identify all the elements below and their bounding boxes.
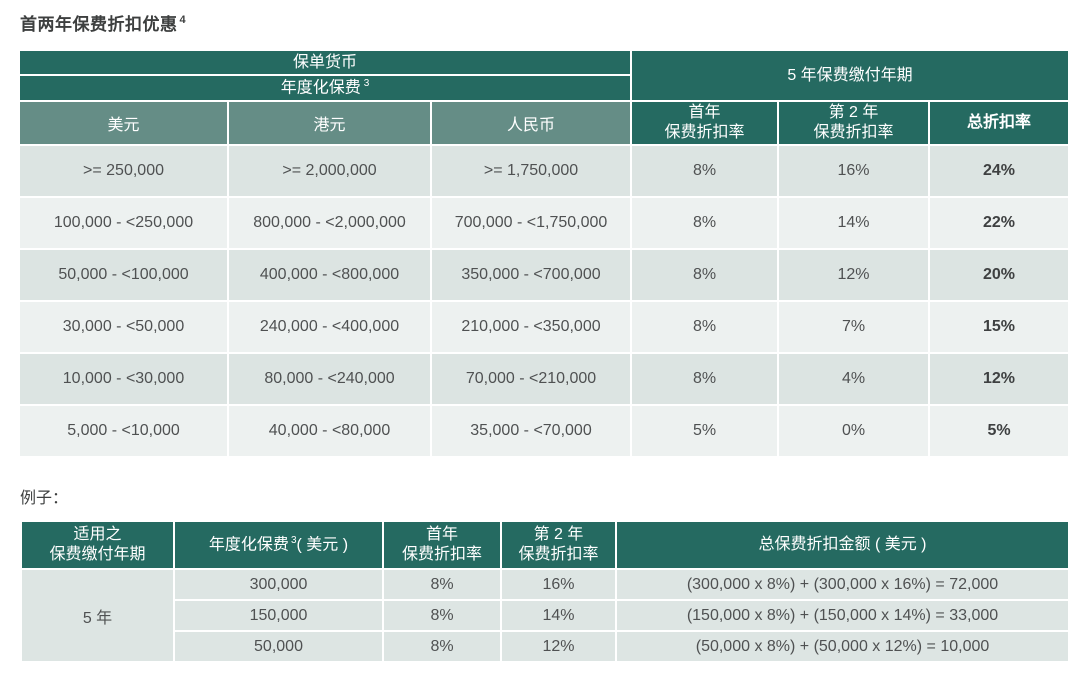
second-year-line1: 第 2 年 xyxy=(828,104,879,121)
year2-rate-cell: 7% xyxy=(777,300,930,354)
example-table: 适用之 保费缴付年期 年度化保费 3( 美元 ) 首年 保费折扣率 第 2 年 保… xyxy=(20,520,1070,663)
year1-rate-cell: 8% xyxy=(630,144,779,198)
applicable-term-line1: 适用之 xyxy=(73,526,122,543)
page-title-text: 首两年保费折扣优惠 xyxy=(20,15,178,34)
year2-rate-cell: 14% xyxy=(500,599,617,632)
rmb-band-cell: 350,000 - <700,000 xyxy=(430,248,632,302)
header-total-discount-amount: 总保费折扣金额 ( 美元 ) xyxy=(615,520,1070,570)
premium-cell: 50,000 xyxy=(173,630,384,663)
header-second-year-discount: 第 2 年 保费折扣率 xyxy=(500,520,617,570)
year1-rate-cell: 8% xyxy=(382,630,502,663)
annualized-premium-footnote-sup: 3 xyxy=(363,77,370,89)
first-year-line1: 首年 xyxy=(425,526,458,543)
second-year-line1: 第 2 年 xyxy=(533,526,584,543)
year2-rate-cell: 4% xyxy=(777,352,930,406)
year1-rate-cell: 8% xyxy=(630,352,779,406)
second-year-line2: 保费折扣率 xyxy=(518,546,599,563)
table-row: 100,000 - <250,000 800,000 - <2,000,000 … xyxy=(18,196,1071,250)
header-currency-rmb: 人民币 xyxy=(430,100,632,146)
header-first-year-discount: 首年 保费折扣率 xyxy=(382,520,502,570)
premium-cell: 150,000 xyxy=(173,599,384,632)
formula-cell: (300,000 x 8%) + (300,000 x 16%) = 72,00… xyxy=(615,568,1070,601)
term-value-cell: 5 年 xyxy=(20,568,175,663)
hkd-band-cell: 240,000 - <400,000 xyxy=(227,300,432,354)
example-label: 例子： xyxy=(20,490,69,507)
total-rate-cell: 22% xyxy=(927,196,1071,250)
year2-rate-cell: 12% xyxy=(777,248,930,302)
premium-suffix: ( 美元 ) xyxy=(296,536,349,554)
hkd-band-cell: 80,000 - <240,000 xyxy=(227,352,432,406)
rmb-band-cell: >= 1,750,000 xyxy=(430,144,632,198)
header-policy-currency: 保单货币 xyxy=(18,49,632,76)
year1-rate-cell: 5% xyxy=(630,404,779,458)
hkd-band-cell: >= 2,000,000 xyxy=(227,144,432,198)
first-year-line2: 保费折扣率 xyxy=(664,124,745,141)
usd-band-cell: 100,000 - <250,000 xyxy=(18,196,229,250)
rmb-band-cell: 700,000 - <1,750,000 xyxy=(430,196,632,250)
usd-band-cell: 30,000 - <50,000 xyxy=(18,300,229,354)
page-title: 首两年保费折扣优惠 4 xyxy=(20,10,1080,35)
table-row: 30,000 - <50,000 240,000 - <400,000 210,… xyxy=(18,300,1071,354)
year2-rate-cell: 14% xyxy=(777,196,930,250)
total-rate-cell: 24% xyxy=(927,144,1071,198)
year2-rate-cell: 0% xyxy=(777,404,930,458)
table-row: 5 年 300,000 8% 16% (300,000 x 8%) + (300… xyxy=(20,568,1070,663)
table-row: 50,000 - <100,000 400,000 - <800,000 350… xyxy=(18,248,1071,302)
table-row: 150,000 8% 14% (150,000 x 8%) + (150,000… xyxy=(21,599,1070,632)
formula-cell: (150,000 x 8%) + (150,000 x 14%) = 33,00… xyxy=(615,599,1070,632)
header-annualized-premium: 年度化保费 3 xyxy=(18,74,632,102)
page-title-footnote-sup: 4 xyxy=(179,14,187,27)
usd-band-cell: 10,000 - <30,000 xyxy=(18,352,229,406)
year1-rate-cell: 8% xyxy=(630,300,779,354)
header-currency-usd: 美元 xyxy=(18,100,229,146)
year2-rate-cell: 12% xyxy=(500,630,617,663)
header-payment-term: 5 年保费缴付年期 xyxy=(629,49,1071,102)
second-year-line2: 保费折扣率 xyxy=(813,124,894,141)
rmb-band-cell: 35,000 - <70,000 xyxy=(430,404,632,458)
formula-cell: (50,000 x 8%) + (50,000 x 12%) = 10,000 xyxy=(615,630,1070,663)
header-annualized-premium-usd: 年度化保费 3( 美元 ) xyxy=(173,520,384,570)
premium-footnote-sup: 3 xyxy=(290,534,297,546)
year1-rate-cell: 8% xyxy=(630,196,779,250)
applicable-term-line2: 保费缴付年期 xyxy=(49,546,146,563)
total-rate-cell: 5% xyxy=(927,404,1071,458)
total-rate-cell: 15% xyxy=(927,300,1071,354)
usd-band-cell: 5,000 - <10,000 xyxy=(18,404,229,458)
total-rate-cell: 20% xyxy=(927,248,1071,302)
first-year-line1: 首年 xyxy=(688,104,721,121)
year2-rate-cell: 16% xyxy=(500,568,617,601)
total-rate-cell: 12% xyxy=(927,352,1071,406)
header-first-year-discount: 首年 保费折扣率 xyxy=(630,100,779,146)
year1-rate-cell: 8% xyxy=(630,248,779,302)
rmb-band-cell: 210,000 - <350,000 xyxy=(430,300,632,354)
premium-cell: 300,000 xyxy=(173,568,384,601)
usd-band-cell: 50,000 - <100,000 xyxy=(18,248,229,302)
header-currency-hkd: 港元 xyxy=(227,100,432,146)
hkd-band-cell: 800,000 - <2,000,000 xyxy=(227,196,432,250)
year1-rate-cell: 8% xyxy=(382,568,502,601)
first-year-line2: 保费折扣率 xyxy=(401,546,482,563)
hkd-band-cell: 400,000 - <800,000 xyxy=(227,248,432,302)
hkd-band-cell: 40,000 - <80,000 xyxy=(227,404,432,458)
usd-band-cell: >= 250,000 xyxy=(18,144,229,198)
annualized-premium-text: 年度化保费 xyxy=(280,79,361,97)
table-row: 50,000 8% 12% (50,000 x 8%) + (50,000 x … xyxy=(21,630,1070,663)
year2-rate-cell: 16% xyxy=(777,144,930,198)
document-page: 首两年保费折扣优惠 4 保单货币 5 年保费缴付年期 年度化保费 3 美元 港元 人… xyxy=(0,10,1080,689)
year1-rate-cell: 8% xyxy=(382,599,502,632)
premium-prefix: 年度化保费 xyxy=(208,536,289,554)
header-second-year-discount: 第 2 年 保费折扣率 xyxy=(777,100,930,146)
premium-discount-table: 保单货币 5 年保费缴付年期 年度化保费 3 美元 港元 人民币 首年 保费折扣率… xyxy=(18,49,1071,458)
table-row: 5,000 - <10,000 40,000 - <80,000 35,000 … xyxy=(18,404,1071,458)
rmb-band-cell: 70,000 - <210,000 xyxy=(430,352,632,406)
table-row: 10,000 - <30,000 80,000 - <240,000 70,00… xyxy=(18,352,1071,406)
header-total-discount: 总折扣率 xyxy=(927,100,1071,146)
header-applicable-term: 适用之 保费缴付年期 xyxy=(20,520,175,570)
table-row: >= 250,000 >= 2,000,000 >= 1,750,000 8% … xyxy=(18,144,1071,198)
